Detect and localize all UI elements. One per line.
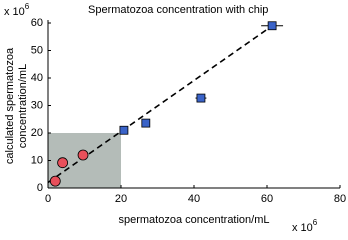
y-multiplier: x 106	[4, 2, 30, 18]
x-tick-label: 20	[115, 193, 127, 205]
point	[49, 175, 61, 187]
x-multiplier-exponent: 6	[313, 218, 318, 227]
x-multiplier: x 106	[292, 218, 318, 234]
point	[119, 125, 129, 135]
y-axis-label: calculated spermatozoa	[4, 47, 16, 164]
point	[77, 149, 89, 161]
y-tick-label: 30	[31, 99, 43, 111]
y-tick-label: 10	[31, 154, 43, 166]
y-tick-label: 20	[31, 127, 43, 139]
y-tick-label: 40	[31, 72, 43, 84]
fit-line	[47, 23, 275, 184]
x-tick-label: 80	[334, 193, 346, 205]
y-multiplier-exponent: 6	[25, 2, 30, 11]
y-tick-label: 50	[31, 44, 43, 56]
y-tick-label: 0	[37, 182, 43, 194]
y-tick-label: 60	[31, 17, 43, 29]
x-axis-label: spermatozoa concentration/mL	[118, 214, 269, 226]
x-tick-label: 60	[261, 193, 273, 205]
x-tick-label: 0	[45, 193, 51, 205]
point	[141, 118, 151, 128]
x-multiplier-base: x 10	[292, 222, 313, 234]
chart-title: Spermatozoa concentration with chip	[88, 4, 268, 16]
point	[196, 93, 206, 103]
x-tick-label: 40	[188, 193, 200, 205]
point	[267, 21, 277, 31]
y-axis-label: concentration/mL	[17, 64, 29, 148]
point	[57, 157, 68, 169]
y-multiplier-base: x 10	[4, 6, 25, 18]
